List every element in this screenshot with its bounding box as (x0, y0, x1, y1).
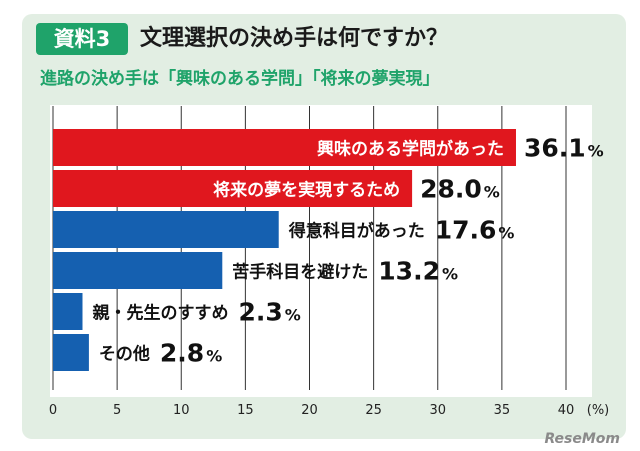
category-label: 苦手科目を避けた (232, 262, 368, 283)
value-unit: % (442, 265, 458, 284)
x-tick-label: 10 (173, 403, 190, 418)
x-tick-label: 20 (301, 403, 318, 418)
value-label: 2.3 (238, 298, 282, 327)
figure-badge: 資料3 (36, 23, 128, 55)
value-label: 36.1 (524, 134, 586, 163)
value-unit: % (206, 347, 222, 366)
category-label: 興味のある学問があった (317, 139, 504, 160)
chart-title: 文理選択の決め手は何ですか？ (140, 26, 449, 51)
x-tick-label: 40 (558, 403, 575, 418)
bar (53, 252, 223, 289)
category-label: 親・先生のすすめ (92, 303, 228, 324)
category-label: その他 (99, 344, 150, 365)
source-credit: ReseMom (544, 431, 620, 447)
x-tick-label: 25 (365, 403, 382, 418)
x-tick-label: 15 (237, 403, 254, 418)
category-label: 得意科目があった (288, 221, 425, 242)
x-tick-label: 35 (494, 403, 511, 418)
bar (53, 129, 516, 166)
value-label: 28.0 (420, 175, 482, 204)
value-label: 2.8 (160, 339, 204, 368)
value-unit: % (285, 306, 301, 325)
value-unit: % (588, 142, 604, 161)
x-tick-label: 0 (49, 403, 57, 418)
chart-subtitle: 進路の決め手は「興味のある学問」「将来の夢実現」 (40, 69, 440, 89)
bar (53, 211, 279, 248)
x-tick-label: 30 (429, 403, 446, 418)
x-tick-label: 5 (113, 403, 121, 418)
value-unit: % (498, 224, 514, 243)
x-unit-label: (%) (587, 403, 610, 418)
bar (53, 293, 83, 330)
bar (53, 170, 413, 207)
category-label: 将来の夢を実現するため (213, 180, 400, 201)
value-label: 17.6 (435, 216, 497, 245)
value-unit: % (484, 183, 500, 202)
value-label: 13.2 (378, 257, 440, 286)
bar (53, 334, 89, 371)
